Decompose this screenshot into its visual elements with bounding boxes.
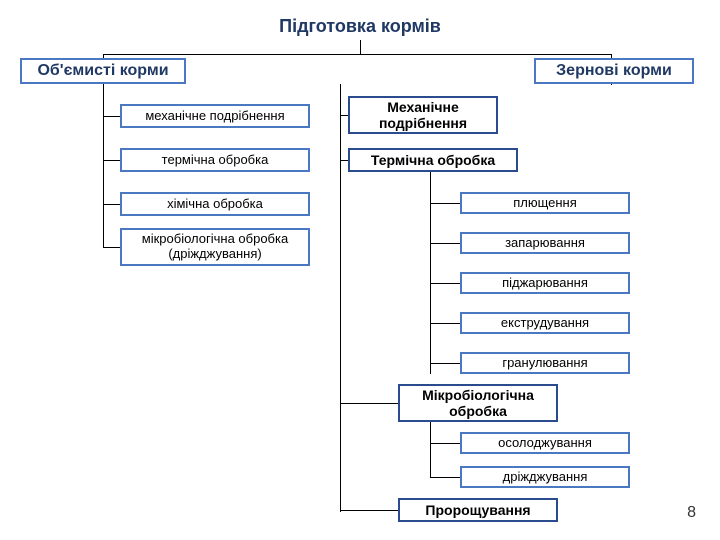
node-right_head: Зернові корми xyxy=(534,58,694,84)
connector-line xyxy=(430,443,460,444)
page-number: 8 xyxy=(687,504,696,522)
node-r3: Мікробіологічна обробка xyxy=(398,384,558,422)
connector-line xyxy=(103,160,120,161)
node-l4: мікробіологічна обробка (дріжджування) xyxy=(120,228,310,266)
connector-line xyxy=(430,203,460,204)
node-r2b: запарювання xyxy=(460,232,630,254)
connector-line xyxy=(340,510,398,511)
connector-line xyxy=(430,283,460,284)
node-r2d: екструдування xyxy=(460,312,630,334)
connector-line xyxy=(430,477,460,478)
node-l2: термічна обробка xyxy=(120,148,310,172)
connector-line xyxy=(611,84,612,85)
connector-line xyxy=(430,243,460,244)
node-r1: Механічне подрібнення xyxy=(348,96,498,134)
node-r2e: гранулювання xyxy=(460,352,630,374)
connector-line xyxy=(430,363,460,364)
node-root: Підготовка кормів xyxy=(232,12,488,40)
node-r3b: дріжджування xyxy=(460,466,630,488)
node-l1: механічне подрібнення xyxy=(120,104,310,128)
connector-line xyxy=(430,323,460,324)
connector-line xyxy=(103,116,120,117)
connector-line xyxy=(103,84,104,248)
connector-line xyxy=(340,84,341,512)
connector-line xyxy=(103,247,120,248)
node-r2c: піджарювання xyxy=(460,272,630,294)
connector-line xyxy=(340,160,348,161)
connector-line xyxy=(103,204,120,205)
connector-line xyxy=(340,115,348,116)
connector-line xyxy=(103,54,611,55)
node-r4: Пророщування xyxy=(398,498,558,522)
diagram-canvas: Підготовка кормів Об'ємисті корми Зернові … xyxy=(0,0,720,540)
connector-line xyxy=(430,422,431,478)
node-r2a: плющення xyxy=(460,192,630,214)
connector-line xyxy=(340,403,398,404)
node-left_head: Об'ємисті корми xyxy=(20,58,186,84)
node-r3a: осолоджування xyxy=(460,432,630,454)
connector-line xyxy=(360,40,361,54)
node-r2: Термічна обробка xyxy=(348,148,518,172)
node-l3: хімічна обробка xyxy=(120,192,310,216)
